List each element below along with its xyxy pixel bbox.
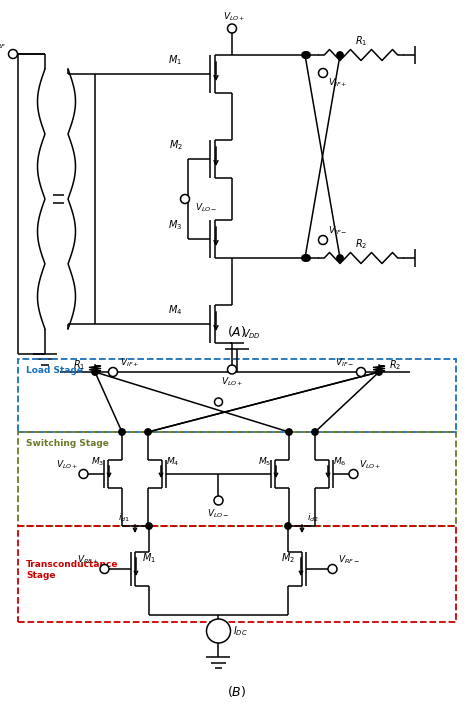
Text: $V_{DD}$: $V_{DD}$: [242, 327, 261, 341]
Text: $V_{IF-}$: $V_{IF-}$: [335, 356, 354, 369]
Text: $V_{LO+}$: $V_{LO+}$: [55, 458, 78, 471]
Circle shape: [286, 429, 292, 435]
Text: $V_{RF}$: $V_{RF}$: [0, 39, 6, 51]
Text: $i_{d1}$: $i_{d1}$: [118, 512, 130, 524]
Text: $V_{IF-}$: $V_{IF-}$: [328, 225, 347, 237]
Circle shape: [312, 429, 318, 435]
Text: $M_2$: $M_2$: [281, 551, 295, 565]
Text: Switching Stage: Switching Stage: [26, 439, 109, 448]
Text: Load Stage: Load Stage: [26, 366, 83, 375]
Text: $M_1$: $M_1$: [168, 54, 182, 67]
Bar: [18, 432, 456, 526]
Text: $V_{RF+}$: $V_{RF+}$: [77, 553, 99, 566]
Circle shape: [228, 24, 237, 33]
Text: $V_{LO+}$: $V_{LO+}$: [223, 11, 245, 23]
Circle shape: [119, 429, 125, 435]
Text: $M_4$: $M_4$: [168, 303, 182, 317]
Text: $R_2$: $R_2$: [355, 237, 367, 251]
Circle shape: [109, 367, 118, 377]
Circle shape: [304, 255, 310, 261]
Circle shape: [181, 194, 190, 203]
Circle shape: [228, 365, 237, 374]
Text: $(A)$: $(A)$: [228, 324, 246, 339]
Circle shape: [79, 470, 88, 479]
Text: $M_1$: $M_1$: [142, 551, 156, 565]
Text: $M_4$: $M_4$: [166, 455, 179, 468]
Circle shape: [302, 255, 308, 261]
Text: $I_{DC}$: $I_{DC}$: [234, 624, 248, 638]
Circle shape: [302, 52, 308, 58]
Circle shape: [9, 49, 18, 58]
Bar: [18, 359, 456, 432]
Circle shape: [319, 68, 328, 77]
Text: $V_{IF+}$: $V_{IF+}$: [328, 77, 347, 89]
Circle shape: [349, 470, 358, 479]
Circle shape: [319, 236, 328, 244]
Circle shape: [356, 367, 365, 377]
Circle shape: [285, 523, 291, 529]
Text: $V_{LO+}$: $V_{LO+}$: [221, 376, 243, 389]
Circle shape: [304, 52, 310, 58]
Text: Transconductance
Stage: Transconductance Stage: [26, 560, 118, 579]
Text: $(B)$: $(B)$: [228, 684, 246, 699]
Circle shape: [214, 496, 223, 505]
Text: $R_2$: $R_2$: [389, 358, 401, 372]
Text: $V_{IF+}$: $V_{IF+}$: [120, 356, 139, 369]
Circle shape: [337, 52, 343, 58]
Circle shape: [376, 369, 382, 375]
Text: $V_{LO-}$: $V_{LO-}$: [195, 202, 218, 215]
Text: $V_{RF-}$: $V_{RF-}$: [338, 553, 360, 566]
Text: $M_6$: $M_6$: [333, 455, 346, 468]
Text: $V_{LO-}$: $V_{LO-}$: [207, 507, 230, 520]
Bar: [18, 526, 456, 622]
Circle shape: [92, 369, 98, 375]
Text: $M_3$: $M_3$: [91, 455, 104, 468]
Text: $i_{d2}$: $i_{d2}$: [307, 512, 319, 524]
Circle shape: [207, 619, 230, 643]
Circle shape: [146, 523, 152, 529]
Circle shape: [145, 429, 151, 435]
Text: $V_{LO+}$: $V_{LO+}$: [359, 458, 382, 471]
Text: $M_2$: $M_2$: [169, 138, 182, 152]
Circle shape: [328, 565, 337, 574]
Circle shape: [215, 398, 222, 406]
Text: $R_1$: $R_1$: [73, 358, 85, 372]
Text: $M_3$: $M_3$: [168, 218, 182, 232]
Circle shape: [100, 565, 109, 574]
Circle shape: [337, 255, 343, 261]
Text: $R_1$: $R_1$: [355, 34, 367, 48]
Text: $M_5$: $M_5$: [258, 455, 271, 468]
